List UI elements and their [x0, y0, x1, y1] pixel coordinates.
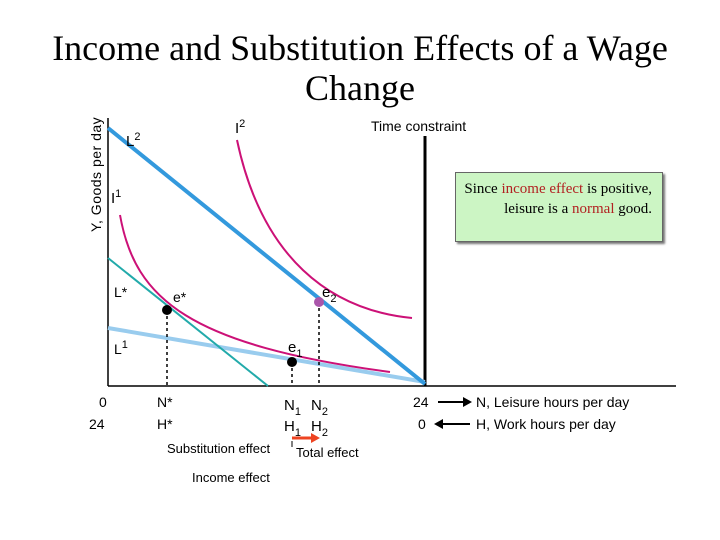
tick-h2: H2: [311, 418, 328, 439]
total-effect-label: Total effect: [296, 445, 359, 460]
original-budget-line: [107, 326, 426, 384]
label-i1: I1: [111, 188, 121, 207]
tick-n-0: 0: [99, 394, 107, 410]
label-lstar: L*: [114, 284, 128, 300]
label-l1: L1: [114, 339, 128, 357]
point-e1: [287, 357, 297, 367]
label-l2: L2: [126, 131, 140, 150]
leisure-axis-label: N, Leisure hours per day: [476, 394, 629, 410]
tick-hstar: H*: [157, 416, 173, 432]
tick-n1: N1: [284, 397, 301, 418]
tick-nstar: N*: [157, 394, 173, 410]
leisure-arrowhead: [463, 397, 472, 407]
point-e2: [314, 297, 324, 307]
indifference-curve-i2: [236, 139, 413, 319]
slide-title: Income and Substitution Effects of a Wag…: [52, 28, 668, 108]
tick-n-24: 24: [413, 394, 429, 410]
new-budget-line: [106, 126, 427, 386]
label-i2: I2: [235, 118, 245, 137]
tick-h-0: 0: [418, 416, 426, 432]
point-estar: [162, 305, 172, 315]
label-e2: e2: [322, 284, 336, 305]
tick-h-24: 24: [89, 416, 105, 432]
tick-h1: H1: [284, 418, 301, 439]
total-effect-arrowhead: [311, 433, 320, 443]
label-estar: e*: [173, 289, 187, 305]
compensated-budget-line: [107, 257, 269, 387]
label-e1: e1: [288, 339, 302, 360]
tick-n2: N2: [311, 397, 328, 418]
label-time-constraint: Time constraint: [371, 118, 466, 134]
indifference-curve-i1: [119, 214, 391, 373]
work-arrowhead: [434, 419, 443, 429]
substitution-effect-label: Substitution effect: [167, 441, 270, 456]
work-axis-label: H, Work hours per day: [476, 416, 616, 432]
income-effect-label: Income effect: [192, 470, 270, 485]
normal-good-note: Since income effect is positive, leisure…: [455, 172, 663, 242]
